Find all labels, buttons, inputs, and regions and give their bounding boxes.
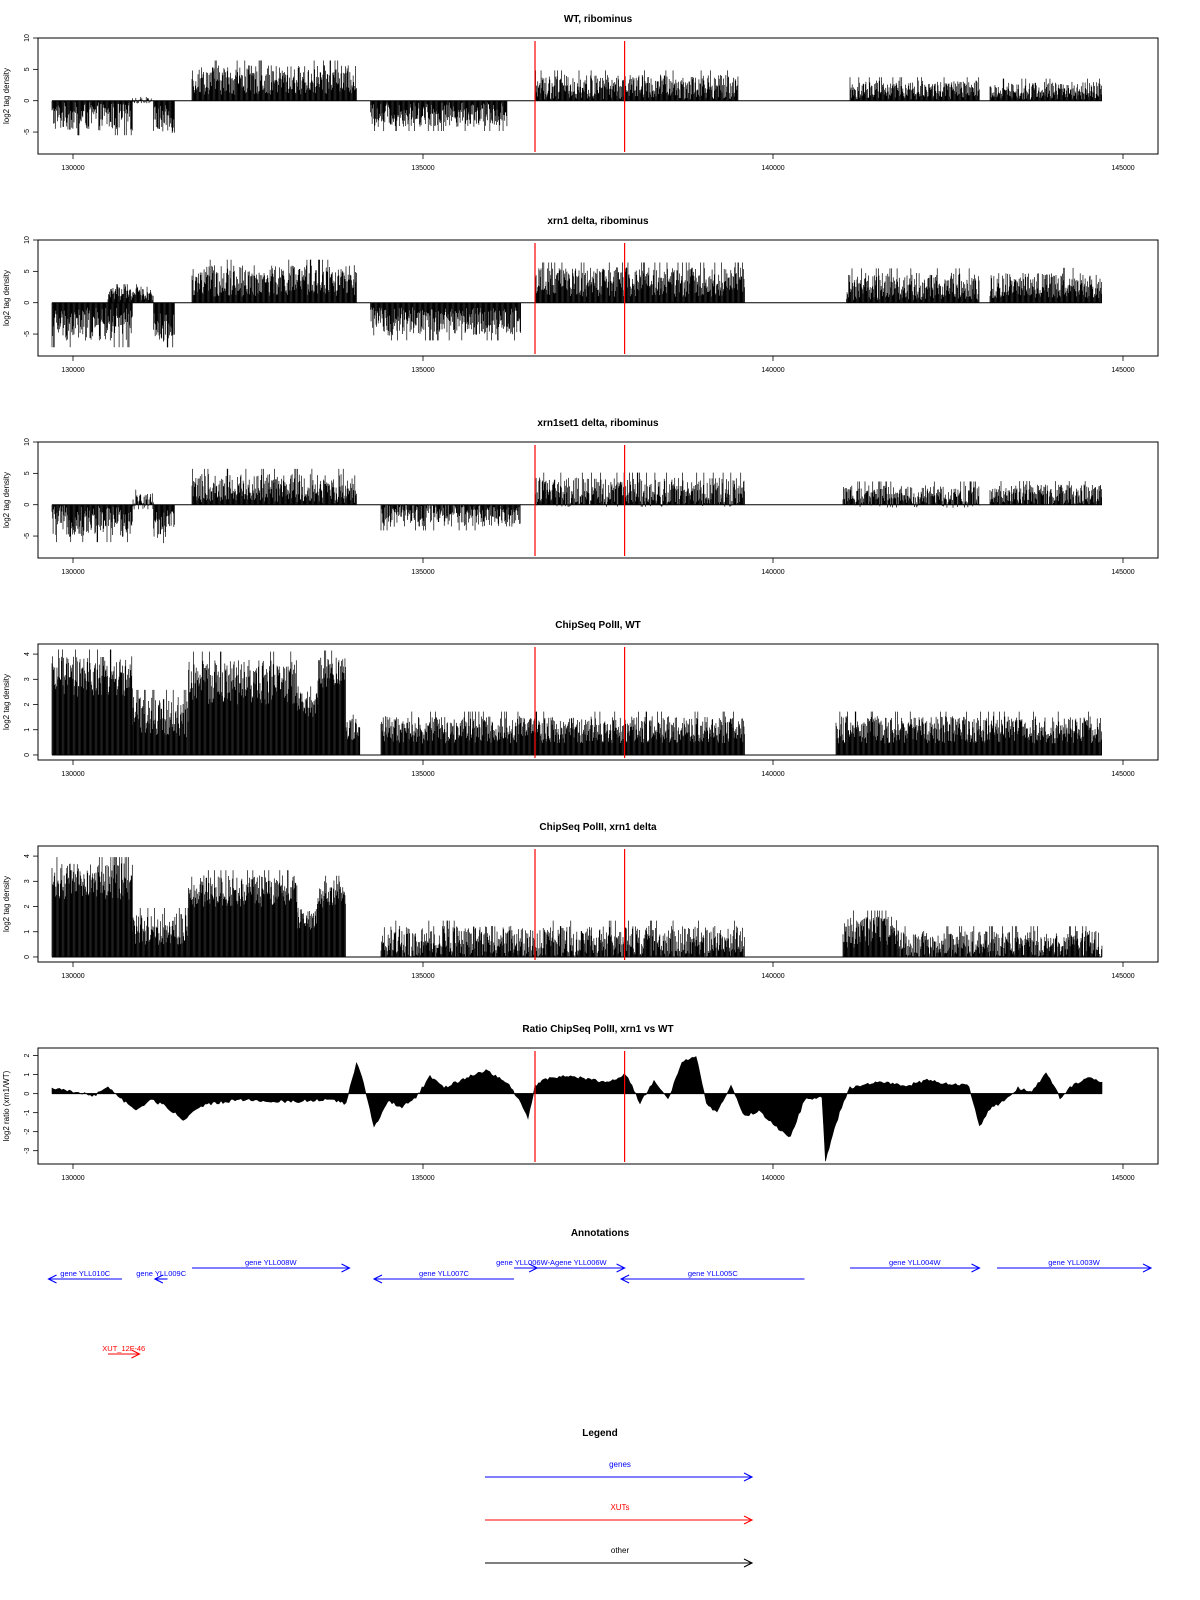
x-tick-label: 145000 [1111, 771, 1134, 778]
x-tick-label: 135000 [411, 569, 434, 576]
y-tick-label: 0 [24, 503, 31, 507]
chart-panel-1: WT, ribominus log2 tag density -5 0 5 10 13000… [2, 14, 1159, 172]
x-tick-label: 140000 [761, 771, 784, 778]
y-tick-label: 0 [24, 301, 31, 305]
chart-panel-3: xrn1set1 delta, ribominus log2 tag densit… [2, 418, 1159, 576]
panel-frame [37, 37, 1159, 155]
data-series [51, 468, 1103, 544]
x-tick-label: 130000 [61, 367, 84, 374]
y-axis-label: log2 tag density [2, 68, 11, 124]
y-tick-label: 0 [24, 753, 31, 757]
y-tick-label: 5 [24, 67, 31, 71]
x-tick-label: 145000 [1111, 165, 1134, 172]
x-tick-label: 140000 [761, 367, 784, 374]
x-tick-label: 145000 [1111, 367, 1134, 374]
y-axis-label: log2 tag density [2, 674, 11, 730]
chart-panel-4: ChipSeq PolII, WT log2 tag density 0 1 2 3 4 13… [2, 620, 1159, 778]
y-tick-label: 0 [24, 99, 31, 103]
y-axis-label: log2 tag density [2, 270, 11, 326]
data-series [51, 649, 1103, 756]
panel-title: WT, ribominus [564, 14, 633, 25]
x-tick-label: 135000 [411, 165, 434, 172]
y-tick-label: 1 [24, 728, 31, 732]
panel-title: ChipSeq PolII, WT [555, 620, 641, 631]
x-tick-label: 145000 [1111, 569, 1134, 576]
y-tick-label: 10 [24, 34, 31, 42]
y-tick-label: -5 [24, 533, 31, 539]
x-tick-label: 135000 [411, 367, 434, 374]
x-tick-label: 140000 [761, 165, 784, 172]
data-series [51, 259, 1103, 348]
x-tick-label: 130000 [61, 165, 84, 172]
y-tick-label: 10 [24, 236, 31, 244]
y-tick-label: 5 [24, 471, 31, 475]
y-tick-label: 5 [24, 269, 31, 273]
y-axis-label: log2 tag density [2, 472, 11, 528]
y-tick-label: -5 [24, 129, 31, 135]
x-tick-label: 130000 [61, 771, 84, 778]
y-tick-label: 4 [24, 652, 31, 656]
x-tick-label: 130000 [61, 569, 84, 576]
y-tick-label: -5 [24, 331, 31, 337]
x-tick-label: 135000 [411, 771, 434, 778]
data-series [51, 60, 1103, 136]
panel-frame [37, 441, 1159, 559]
panel-title: xrn1set1 delta, ribominus [537, 418, 659, 429]
y-tick-label: 10 [24, 438, 31, 446]
y-tick-label: 3 [24, 677, 31, 681]
y-tick-label: 2 [24, 702, 31, 706]
panel-title: xrn1 delta, ribominus [547, 216, 649, 227]
panel-frame [37, 239, 1159, 357]
chart-panel-2: xrn1 delta, ribominus log2 tag density -5 0… [2, 216, 1159, 374]
x-tick-label: 140000 [761, 569, 784, 576]
